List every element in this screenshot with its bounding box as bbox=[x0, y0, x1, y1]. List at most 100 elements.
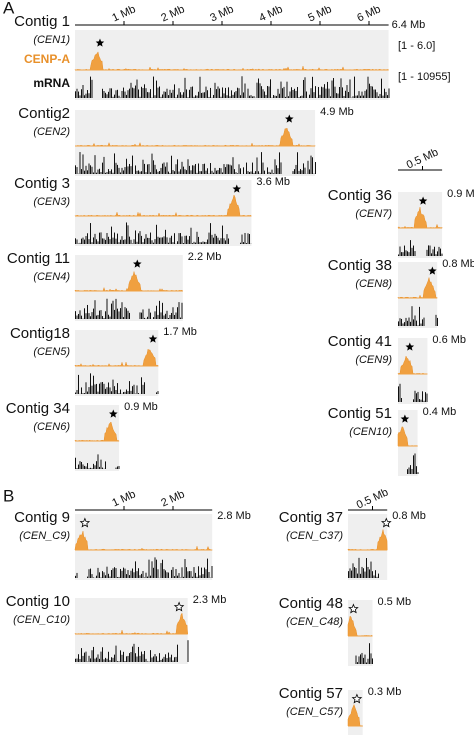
mrna-bar bbox=[124, 167, 126, 174]
mrna-bar bbox=[114, 386, 115, 394]
mrna-bar bbox=[75, 91, 76, 98]
mrna-bar bbox=[407, 469, 408, 474]
mrna-bar bbox=[207, 90, 208, 98]
mrna-bar bbox=[135, 85, 136, 98]
mrna-bar bbox=[214, 233, 216, 244]
mrna-bar bbox=[111, 391, 112, 394]
mrna-bar bbox=[319, 94, 321, 98]
mrna-bar bbox=[416, 320, 417, 326]
centromere-star bbox=[109, 409, 118, 418]
mrna-bar bbox=[202, 92, 204, 98]
mrna-bar bbox=[217, 86, 219, 98]
mrna-bar bbox=[90, 316, 91, 319]
mrna-bar bbox=[90, 76, 91, 98]
mrna-bar bbox=[160, 563, 162, 578]
mrna-bar bbox=[172, 89, 174, 98]
mrna-bar bbox=[429, 245, 431, 256]
mrna-bar bbox=[168, 171, 169, 174]
mrna-bar bbox=[142, 384, 144, 394]
centromere-star bbox=[351, 693, 363, 704]
mrna-bar bbox=[97, 654, 99, 662]
mrna-bar bbox=[166, 88, 168, 98]
mrna-bar bbox=[169, 657, 171, 662]
mrna-bar bbox=[117, 164, 118, 174]
mrna-bar bbox=[435, 254, 437, 256]
mrna-bar bbox=[102, 162, 103, 174]
mrna-bar bbox=[84, 652, 85, 662]
mrna-bar bbox=[205, 86, 207, 98]
mrna-bar bbox=[85, 313, 87, 319]
mrna-bar bbox=[358, 91, 360, 98]
mrna-bar bbox=[235, 172, 237, 174]
mrna-bar bbox=[237, 173, 238, 174]
mrna-bar bbox=[300, 96, 301, 98]
mrna-bar bbox=[91, 650, 93, 662]
mrna-bar bbox=[87, 304, 88, 319]
mrna-bar bbox=[130, 570, 132, 578]
mrna-bar bbox=[225, 167, 226, 174]
mrna-bar bbox=[138, 170, 139, 174]
mrna-bar bbox=[385, 91, 387, 98]
mrna-bar bbox=[148, 92, 150, 98]
mrna-bar bbox=[121, 90, 123, 98]
mrna-bar bbox=[97, 391, 99, 394]
mrna-bar bbox=[255, 171, 256, 174]
mrna-bar bbox=[426, 249, 428, 256]
mrna-bar bbox=[186, 567, 187, 578]
mrna-bar bbox=[108, 382, 109, 394]
mrna-bar bbox=[127, 166, 129, 174]
mrna-bar bbox=[264, 91, 265, 98]
mrna-bar bbox=[94, 384, 96, 394]
mrna-bar bbox=[172, 170, 174, 174]
mrna-bar bbox=[328, 88, 330, 98]
cen-label: (CEN7) bbox=[355, 208, 392, 220]
contig-size: 0.3 Mb bbox=[368, 686, 402, 698]
mrna-bar bbox=[160, 167, 162, 174]
mrna-bar bbox=[310, 88, 312, 98]
mrna-bar bbox=[280, 81, 282, 98]
mrna-bar bbox=[369, 643, 370, 664]
mrna-bar bbox=[199, 76, 201, 98]
mrna-bar bbox=[82, 154, 84, 174]
mrna-bar bbox=[145, 88, 147, 98]
mrna-bar bbox=[315, 162, 316, 174]
mrna-bar bbox=[387, 95, 388, 98]
mrna-bar bbox=[375, 570, 376, 578]
mrna-bar bbox=[250, 171, 252, 174]
mrna-bar bbox=[79, 95, 81, 98]
mrna-bar bbox=[279, 93, 280, 98]
panel-label: B bbox=[3, 486, 14, 505]
mrna-bar bbox=[327, 81, 328, 98]
mrna-bar bbox=[331, 80, 333, 98]
mrna-bar bbox=[180, 92, 181, 98]
mrna-bar bbox=[133, 88, 135, 98]
mrna-bar bbox=[90, 467, 91, 469]
mrna-bar bbox=[213, 172, 214, 174]
mrna-bar bbox=[82, 237, 84, 244]
mrna-bar bbox=[241, 234, 243, 244]
mrna-bar bbox=[153, 160, 154, 174]
mrna-bar bbox=[87, 90, 88, 98]
mrna-bar bbox=[90, 165, 91, 174]
mrna-bar bbox=[108, 651, 109, 662]
mrna-bar bbox=[118, 242, 120, 244]
mrna-bar bbox=[252, 96, 253, 98]
mrna-bar bbox=[90, 373, 91, 394]
mrna-bar bbox=[404, 322, 405, 326]
mrna-bar bbox=[183, 576, 184, 578]
mrna-bar bbox=[404, 245, 405, 256]
mrna-bar bbox=[132, 386, 133, 394]
mrna-bar bbox=[169, 237, 171, 244]
mrna-bar bbox=[76, 88, 78, 98]
mrna-bar bbox=[120, 568, 121, 578]
mrna-bar bbox=[115, 238, 117, 244]
mrna-bar bbox=[153, 567, 154, 578]
mrna-bar bbox=[88, 163, 90, 174]
mrna-bar bbox=[286, 81, 288, 98]
mrna-bar bbox=[420, 399, 422, 402]
mrna-bar bbox=[103, 317, 105, 319]
mrna-bar bbox=[375, 89, 376, 98]
centromere-star bbox=[232, 184, 241, 193]
mrna-bar bbox=[226, 164, 228, 174]
mrna-bar bbox=[100, 577, 102, 578]
